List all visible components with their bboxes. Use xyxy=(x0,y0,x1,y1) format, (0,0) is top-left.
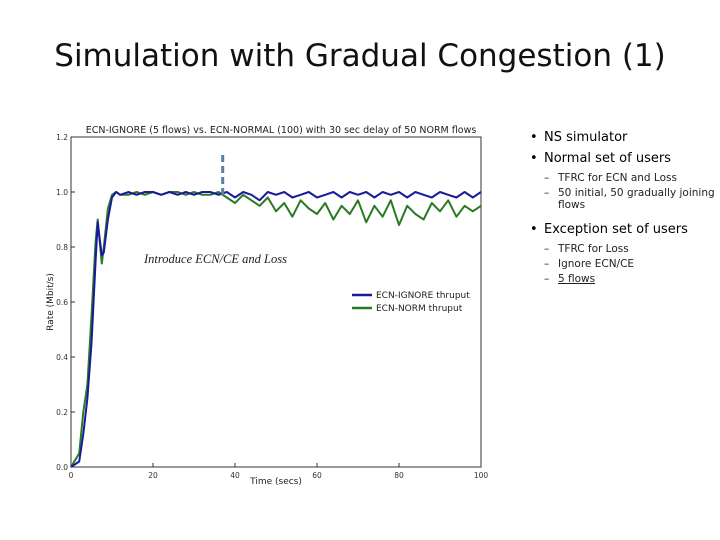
sub-bullet-text: TFRC for Loss xyxy=(558,243,629,255)
bullet-text: NS simulator xyxy=(544,130,628,145)
y-tick-label: 0.8 xyxy=(56,243,68,252)
dash-glyph: – xyxy=(544,243,550,255)
sub-bullet-text: 50 initial, 50 gradually joining flows xyxy=(558,187,715,211)
chart-title: ECN-IGNORE (5 flows) vs. ECN-NORMAL (100… xyxy=(86,125,477,136)
chart-svg: ECN-IGNORE (5 flows) vs. ECN-NORMAL (100… xyxy=(46,125,489,487)
dash-glyph: – xyxy=(544,187,550,199)
x-tick-label: 20 xyxy=(148,471,158,480)
dash-glyph: – xyxy=(544,273,550,285)
bullet-text: Exception set of users xyxy=(544,222,688,237)
sub-bullet-text: TFRC for ECN and Loss xyxy=(558,172,677,184)
bullet-glyph: • xyxy=(530,130,538,145)
bullet-item: • Normal set of users xyxy=(530,151,715,166)
dash-glyph: – xyxy=(544,172,550,184)
legend-label-ignore: ECN-IGNORE thruput xyxy=(376,291,470,301)
series-line-ecn-norm xyxy=(70,191,482,468)
bullet-glyph: • xyxy=(530,222,538,237)
bullet-list: • NS simulator • Normal set of users – TFRC… xyxy=(530,130,715,288)
y-tick-label: 1.2 xyxy=(56,133,68,142)
bullet-item: • NS simulator xyxy=(530,130,715,145)
y-tick-label: 1.0 xyxy=(56,188,68,197)
y-tick-label: 0.0 xyxy=(56,463,68,472)
dash-glyph: – xyxy=(544,258,550,270)
sub-bullet-item: –5 flows xyxy=(544,273,715,285)
y-tick-label: 0.6 xyxy=(56,298,68,307)
bullet-glyph: • xyxy=(530,151,538,166)
legend-label-norm: ECN-NORM thruput xyxy=(376,304,463,314)
x-axis-label: Time (secs) xyxy=(249,477,302,487)
sub-bullet-item: – Ignore ECN/CE xyxy=(544,258,715,270)
bullet-text: Normal set of users xyxy=(544,151,671,166)
x-axis: 0 20 40 60 80 100 xyxy=(69,463,489,480)
y-tick-label: 0.2 xyxy=(56,408,68,417)
sub-bullet-item: – TFRC for Loss xyxy=(544,243,715,255)
bullet-item: • Exception set of users xyxy=(530,222,715,237)
y-tick-label: 0.4 xyxy=(56,353,68,362)
x-tick-label: 100 xyxy=(474,471,489,480)
sub-bullet-item: –50 initial, 50 gradually joining flows xyxy=(544,187,715,211)
series-line-ecn-ignore xyxy=(70,191,482,468)
y-axis: 0.0 0.2 0.4 0.6 0.8 1.0 1.2 xyxy=(56,133,75,472)
sub-bullet-text: 5 flows xyxy=(558,273,596,285)
slide-title: Simulation with Gradual Congestion (1) xyxy=(54,38,666,74)
x-tick-label: 60 xyxy=(312,471,322,480)
sub-bullet-text: Ignore ECN/CE xyxy=(558,258,635,270)
sub-bullet-item: – TFRC for ECN and Loss xyxy=(544,172,715,184)
chart: ECN-IGNORE (5 flows) vs. ECN-NORMAL (100… xyxy=(44,120,494,490)
series-lines xyxy=(70,191,482,468)
y-axis-label: Rate (Mbit/s) xyxy=(46,273,56,331)
x-tick-label: 0 xyxy=(69,471,74,480)
plot-frame xyxy=(70,136,482,468)
annotation-text: Introduce ECN/CE and Loss xyxy=(143,252,287,266)
legend: ECN-IGNORE thruput ECN-NORM thruput xyxy=(352,291,470,314)
x-tick-label: 80 xyxy=(394,471,404,480)
x-tick-label: 40 xyxy=(230,471,240,480)
